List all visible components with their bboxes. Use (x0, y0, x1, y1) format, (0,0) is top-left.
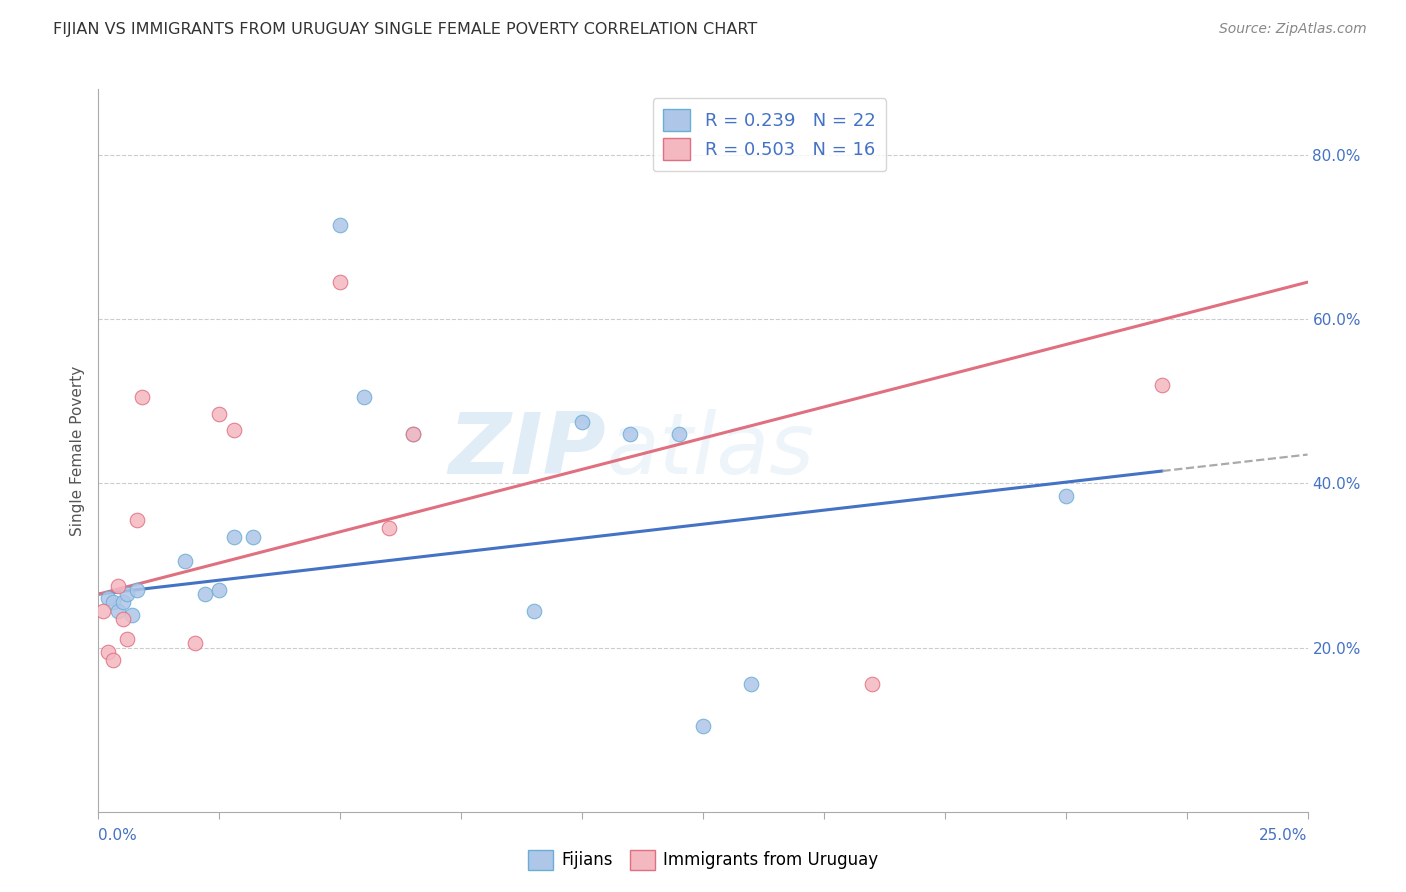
Point (194, 587, 217, 601)
Point (131, 390, 153, 404)
Text: atlas: atlas (606, 409, 814, 492)
Point (184, 636, 207, 650)
Point (402, 427, 425, 442)
Point (208, 407, 231, 421)
Point (1054, 489, 1077, 503)
Point (107, 603, 129, 617)
Point (97, 591, 120, 606)
Text: 25.0%: 25.0% (1260, 828, 1308, 843)
Point (571, 415, 593, 429)
Point (101, 653, 124, 667)
Y-axis label: Single Female Poverty: Single Female Poverty (69, 366, 84, 535)
Text: 0.0%: 0.0% (98, 828, 138, 843)
Legend: Fijians, Immigrants from Uruguay: Fijians, Immigrants from Uruguay (522, 843, 884, 877)
Point (91, 603, 114, 617)
Point (127, 582, 149, 597)
Point (860, 677, 883, 691)
Point (740, 677, 762, 691)
Point (329, 275, 352, 289)
Point (111, 595, 134, 609)
Point (353, 390, 375, 404)
Point (1152, 377, 1174, 392)
Point (107, 579, 129, 593)
Point (222, 423, 245, 437)
Point (619, 427, 641, 442)
Text: FIJIAN VS IMMIGRANTS FROM URUGUAY SINGLE FEMALE POVERTY CORRELATION CHART: FIJIAN VS IMMIGRANTS FROM URUGUAY SINGLE… (53, 22, 758, 37)
Point (127, 513, 149, 527)
Point (242, 530, 264, 544)
Point (117, 587, 139, 601)
Point (121, 607, 143, 622)
Point (101, 595, 124, 609)
Text: ZIP: ZIP (449, 409, 606, 492)
Point (222, 530, 245, 544)
Point (97, 645, 120, 659)
Legend: R = 0.239   N = 22, R = 0.503   N = 16: R = 0.239 N = 22, R = 0.503 N = 16 (652, 98, 886, 171)
Text: Source: ZipAtlas.com: Source: ZipAtlas.com (1219, 22, 1367, 37)
Point (668, 427, 690, 442)
Point (402, 427, 425, 442)
Point (111, 612, 134, 626)
Point (174, 554, 197, 568)
Point (329, 218, 352, 232)
Point (692, 718, 714, 732)
Point (117, 632, 139, 647)
Point (523, 603, 546, 617)
Point (377, 521, 399, 535)
Point (208, 582, 231, 597)
